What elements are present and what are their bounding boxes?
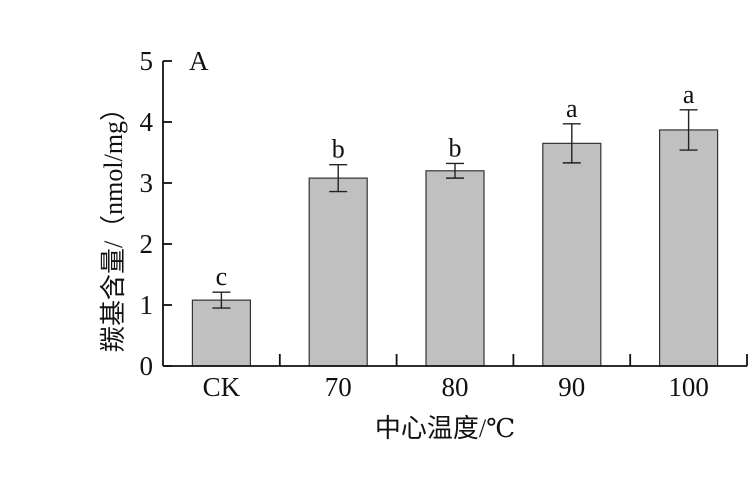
y-tick-label: 4 <box>140 107 154 137</box>
significance-label: a <box>683 80 695 109</box>
y-tick-label: 1 <box>140 290 154 320</box>
bar-80 <box>425 170 485 367</box>
x-axis-title: 中心温度/℃ <box>375 414 515 443</box>
significance-label: b <box>449 133 462 162</box>
significance-label: c <box>216 262 228 291</box>
bar-100 <box>658 129 719 367</box>
bar-CK <box>191 299 251 367</box>
x-tick-label: 80 <box>442 372 469 402</box>
panel-label: A <box>189 46 209 76</box>
y-tick-label: 0 <box>140 351 154 381</box>
bar-70 <box>308 177 368 367</box>
bar-90 <box>542 142 602 367</box>
y-tick-label: 3 <box>140 168 154 198</box>
y-tick-label: 2 <box>140 229 154 259</box>
y-ticks: 0 1 2 3 4 5 <box>140 46 172 381</box>
x-tick-label: 70 <box>325 372 352 402</box>
x-tick-label: 90 <box>558 372 585 402</box>
y-tick-label: 5 <box>140 46 154 76</box>
y-axis-title: 羰基含量/（nmol/mg） <box>99 95 128 352</box>
bars-layer: c b b a a <box>191 80 719 367</box>
significance-label: b <box>332 135 345 164</box>
significance-label: a <box>566 94 578 123</box>
axes-layer <box>162 61 747 367</box>
x-ticks: CK 70 80 90 100 <box>203 354 748 402</box>
x-tick-label: 100 <box>668 372 709 402</box>
x-tick-label: CK <box>203 372 241 402</box>
